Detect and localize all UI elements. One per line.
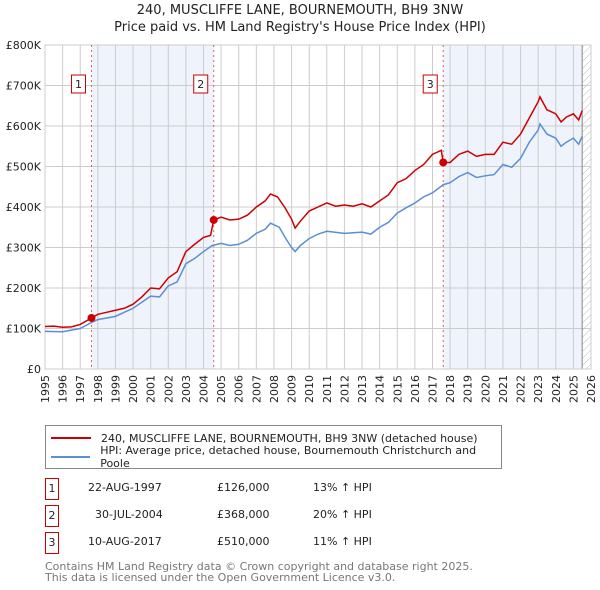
sale-label: 2: [197, 78, 204, 91]
chart-subtitle: Price paid vs. HM Land Registry's House …: [114, 20, 486, 35]
legend: 240, MUSCLIFFE LANE, BOURNEMOUTH, BH9 3N…: [45, 425, 502, 470]
y-tick-label: £600K: [6, 120, 42, 133]
y-tick-label: £700K: [6, 80, 42, 93]
y-tick-label: £400K: [6, 201, 42, 214]
sale-price: £126,000: [217, 481, 270, 494]
x-tick-label: 2009: [286, 375, 299, 403]
sale-label-box: [70, 74, 86, 94]
x-tick-label: 2013: [356, 375, 369, 403]
sale-label: 3: [427, 78, 434, 91]
x-tick-label: 2019: [462, 375, 475, 403]
footer-copyright: Contains HM Land Registry data © Crown c…: [45, 560, 473, 573]
x-tick-label: 1999: [109, 375, 122, 403]
x-tick-label: 2010: [303, 375, 316, 403]
y-tick-label: £300K: [6, 242, 42, 255]
sale-hpi: 13% ↑ HPI: [313, 481, 372, 494]
legend-item-hpi: HPI: Average price, detached house, Bour…: [51, 444, 501, 470]
x-tick-label: 2002: [162, 375, 175, 403]
sale-price: £510,000: [217, 535, 270, 548]
sale-point: [439, 158, 448, 167]
x-tick-label: 1996: [57, 375, 70, 403]
x-tick-label: 2012: [338, 375, 351, 403]
sale-marker-label: 1: [45, 478, 59, 500]
sale-date: 10-AUG-2017: [88, 535, 162, 548]
series-line: [44, 122, 583, 333]
sale-date: 30-JUL-2004: [95, 508, 163, 521]
sale-price: £368,000: [217, 508, 270, 521]
sale-point: [209, 215, 218, 224]
x-tick-label: 2015: [391, 375, 404, 403]
x-tick-label: 1995: [39, 375, 52, 403]
x-tick-label: 2025: [567, 375, 580, 403]
x-tick-label: 2003: [180, 375, 193, 403]
plot-border: [44, 44, 592, 370]
sale-point: [87, 313, 96, 322]
sale-label-box: [193, 74, 209, 94]
x-tick-label: 2018: [444, 375, 457, 403]
plot-area: 1995 1996 1997 1998 1999 2000 2001 2002 2003 2004…: [6, 39, 598, 403]
legend-swatch-blue: [51, 456, 91, 458]
legend-item-property: 240, MUSCLIFFE LANE, BOURNEMOUTH, BH9 3N…: [51, 430, 478, 446]
x-tick-label: 2022: [515, 375, 528, 403]
x-tick-label: 2006: [233, 375, 246, 403]
sale-hpi: 20% ↑ HPI: [313, 508, 372, 521]
x-tick-label: 2021: [497, 375, 510, 403]
x-tick-label: 2014: [374, 375, 387, 403]
x-tick-label: 2007: [250, 375, 263, 403]
x-tick-label: 2026: [585, 375, 598, 403]
x-tick-label: 2023: [532, 375, 545, 403]
sale-marker-label: 3: [45, 532, 59, 554]
sale-hpi: 11% ↑ HPI: [313, 535, 372, 548]
x-tick-label: 2008: [268, 375, 281, 403]
sale-label: 1: [75, 78, 82, 91]
y-tick-label: £200K: [6, 282, 42, 295]
sale-marker-label: 2: [45, 505, 59, 527]
x-tick-label: 2004: [198, 375, 211, 403]
y-tick-label: £500K: [6, 161, 42, 174]
legend-label: HPI: Average price, detached house, Bour…: [100, 444, 477, 470]
series-line: [44, 95, 583, 329]
x-tick-label: 1997: [74, 375, 87, 403]
legend-swatch-red: [51, 437, 91, 439]
x-tick-label: 2020: [479, 375, 492, 403]
y-tick-label: £800K: [6, 39, 42, 52]
footer-licence: This data is licensed under the Open Gov…: [45, 571, 396, 584]
x-tick-label: 2011: [321, 375, 334, 403]
x-tick-label: 2000: [127, 375, 140, 403]
legend-label: 240, MUSCLIFFE LANE, BOURNEMOUTH, BH9 3N…: [101, 431, 478, 445]
x-tick-label: 1998: [92, 375, 105, 403]
x-tick-label: 2005: [215, 375, 228, 403]
sale-date: 22-AUG-1997: [88, 481, 162, 494]
y-tick-label: £100K: [6, 323, 42, 336]
x-tick-label: 2001: [145, 375, 158, 403]
chart-title: 240, MUSCLIFFE LANE, BOURNEMOUTH, BH9 3N…: [136, 3, 464, 18]
x-tick-label: 2016: [409, 375, 422, 403]
y-tick-label: £0: [27, 363, 41, 376]
sale-label-box: [422, 74, 438, 94]
x-tick-label: 2017: [426, 375, 439, 403]
x-tick-label: 2024: [550, 375, 563, 403]
